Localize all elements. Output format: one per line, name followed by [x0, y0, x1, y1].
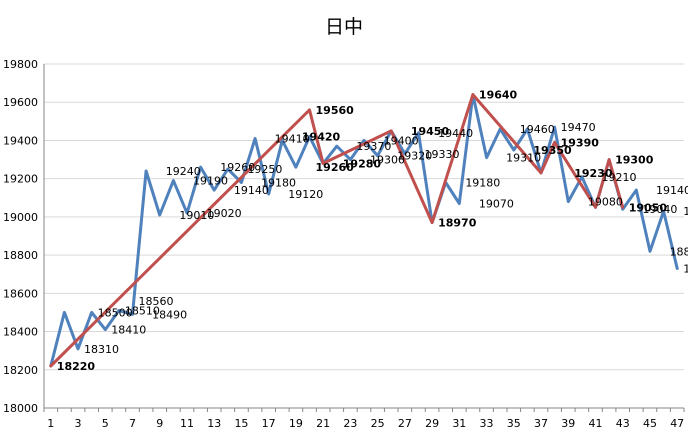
data-label: 18970: [438, 217, 477, 230]
data-label: 18220: [57, 360, 96, 373]
data-label: 19420: [302, 131, 341, 144]
y-tick-label: 19400: [3, 134, 38, 147]
data-label: 19400: [384, 134, 419, 147]
data-label: 19560: [316, 104, 355, 117]
x-tick-label: 39: [561, 417, 575, 430]
data-label: 18730: [683, 262, 688, 275]
x-tick-label: 37: [534, 417, 548, 430]
data-label: 18820: [670, 245, 688, 258]
x-tick-label: 47: [670, 417, 684, 430]
data-label: 19230: [574, 167, 613, 180]
y-tick-label: 18800: [3, 249, 38, 262]
data-label: 19450: [411, 125, 450, 138]
data-label: 19080: [588, 196, 623, 209]
series-lines: [49, 93, 679, 368]
x-tick-label: 7: [129, 417, 136, 430]
data-label: 19030: [683, 205, 688, 218]
data-label: 19140: [234, 184, 269, 197]
data-label: 19140: [656, 184, 688, 197]
data-label: 19210: [601, 171, 636, 184]
data-label: 18510: [125, 305, 160, 318]
x-tick-label: 29: [425, 417, 439, 430]
data-label: 19010: [179, 209, 214, 222]
blue-price-line: [49, 93, 679, 368]
x-tick-label: 3: [75, 417, 82, 430]
y-tick-label: 19000: [3, 211, 38, 224]
x-tick-label: 19: [289, 417, 303, 430]
x-tick-label: 43: [616, 417, 630, 430]
x-tick-label: 17: [262, 417, 276, 430]
gridlines: [44, 63, 684, 409]
data-label: 19260: [220, 161, 255, 174]
data-label: 19020: [207, 207, 242, 220]
data-label: 19070: [479, 198, 514, 211]
data-label: 19180: [465, 176, 500, 189]
y-tick-label: 19600: [3, 96, 38, 109]
data-label: 19260: [316, 161, 355, 174]
x-tick-label: 27: [398, 417, 412, 430]
y-tick-label: 18200: [3, 364, 38, 377]
data-label: 19280: [343, 157, 382, 170]
data-label: 19460: [520, 123, 555, 136]
data-label: 19440: [438, 127, 473, 140]
data-label: 19470: [561, 121, 596, 134]
y-tick-label: 19200: [3, 173, 38, 186]
chart-title: 日中: [325, 16, 363, 38]
data-label: 19050: [629, 201, 668, 214]
data-label: 19180: [261, 176, 296, 189]
x-tick-label: 11: [180, 417, 194, 430]
x-tick-label: 13: [207, 417, 221, 430]
data-label: 19370: [356, 140, 391, 153]
data-label: 19410: [275, 133, 310, 146]
data-label: 19350: [533, 144, 572, 157]
y-tick-label: 18000: [3, 402, 38, 415]
x-tick-label: 21: [316, 417, 330, 430]
y-tick-label: 19800: [3, 58, 38, 71]
data-label: 18410: [111, 324, 146, 337]
x-tick-label: 41: [588, 417, 602, 430]
y-tick-label: 18400: [3, 326, 38, 339]
y-tick-label: 18600: [3, 287, 38, 300]
data-label: 19300: [615, 154, 654, 167]
data-label: 19390: [561, 136, 600, 149]
data-label: 19310: [506, 152, 541, 165]
data-label: 19190: [193, 175, 228, 188]
x-tick-label: 35: [507, 417, 521, 430]
x-tick-label: 31: [452, 417, 466, 430]
data-label: 19300: [370, 154, 405, 167]
x-tick-label: 5: [102, 417, 109, 430]
data-label: 19120: [288, 188, 323, 201]
data-label: 19320: [397, 150, 432, 163]
data-label: 19330: [424, 148, 459, 161]
x-tick-label: 9: [156, 417, 163, 430]
data-label: 19040: [642, 203, 677, 216]
x-tick-label: 15: [234, 417, 248, 430]
x-tick-label: 45: [643, 417, 657, 430]
data-label: 18490: [152, 308, 187, 321]
x-tick-label: 23: [343, 417, 357, 430]
data-label: 18560: [139, 295, 174, 308]
x-tick-label: 25: [371, 417, 385, 430]
data-label: 19250: [247, 163, 282, 176]
data-label: 19640: [479, 89, 518, 102]
red-trend-line: [49, 93, 625, 368]
data-label: 19240: [166, 165, 201, 178]
x-tick-label: 1: [47, 417, 54, 430]
data-label: 18500: [98, 306, 133, 319]
axes: 18000 18200 18400 18600 18800 19000 19200 19400…: [3, 58, 685, 430]
x-tick-label: 33: [480, 417, 494, 430]
data-label: 18310: [84, 343, 119, 356]
